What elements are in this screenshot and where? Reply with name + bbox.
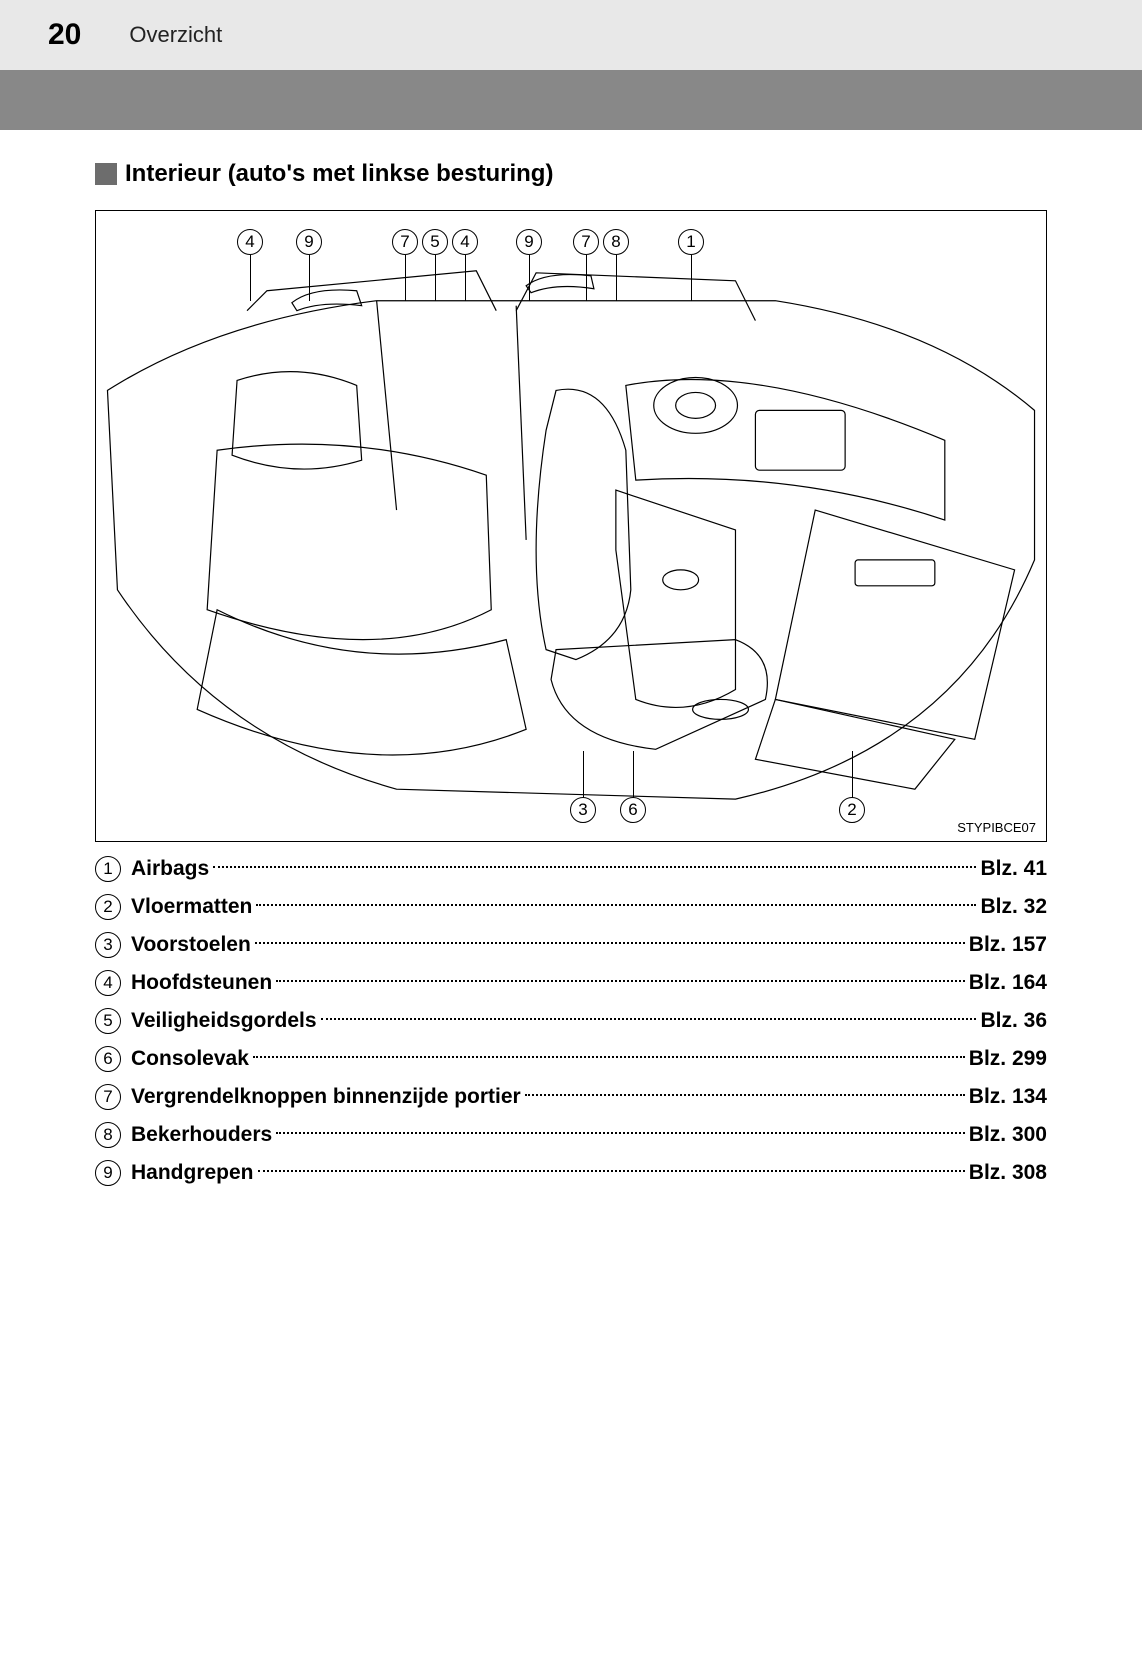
dot-leader bbox=[321, 1018, 977, 1020]
leader-line bbox=[250, 255, 251, 301]
reference-number: 9 bbox=[95, 1160, 121, 1186]
leader-line bbox=[583, 751, 584, 799]
reference-page: Blz. 157 bbox=[969, 933, 1047, 957]
leader-line bbox=[616, 255, 617, 301]
reference-row: 9 Handgrepen Blz. 308 bbox=[95, 1160, 1047, 1186]
leader-line bbox=[405, 255, 406, 301]
callout-number: 2 bbox=[839, 797, 865, 823]
dot-leader bbox=[253, 1056, 965, 1058]
callout-top: 9 bbox=[516, 229, 542, 255]
callout-number: 3 bbox=[570, 797, 596, 823]
reference-row: 6 Consolevak Blz. 299 bbox=[95, 1046, 1047, 1072]
reference-row: 8 Bekerhouders Blz. 300 bbox=[95, 1122, 1047, 1148]
reference-page: Blz. 308 bbox=[969, 1161, 1047, 1185]
callout-number: 7 bbox=[573, 229, 599, 255]
image-code: STYPIBCE07 bbox=[957, 820, 1036, 835]
dot-leader bbox=[258, 1170, 965, 1172]
callout-number: 8 bbox=[603, 229, 629, 255]
callout-top: 7 bbox=[573, 229, 599, 255]
callout-number: 5 bbox=[422, 229, 448, 255]
reference-number: 1 bbox=[95, 856, 121, 882]
dot-leader bbox=[276, 1132, 965, 1134]
dot-leader bbox=[276, 980, 965, 982]
leader-line bbox=[633, 751, 634, 799]
reference-number: 8 bbox=[95, 1122, 121, 1148]
page-number: 20 bbox=[48, 18, 81, 52]
reference-row: 7 Vergrendelknoppen binnenzijde portier Bl… bbox=[95, 1084, 1047, 1110]
reference-row: 2 Vloermatten Blz. 32 bbox=[95, 894, 1047, 920]
reference-list: 1 Airbags Blz. 41 2 Vloermatten Blz. 32 3 Voors… bbox=[95, 856, 1047, 1186]
callout-number: 9 bbox=[296, 229, 322, 255]
leader-line bbox=[852, 751, 853, 799]
reference-row: 3 Voorstoelen Blz. 157 bbox=[95, 932, 1047, 958]
callout-number: 6 bbox=[620, 797, 646, 823]
leader-line bbox=[435, 255, 436, 301]
reference-label: Airbags bbox=[131, 857, 209, 881]
callout-number: 1 bbox=[678, 229, 704, 255]
reference-number: 2 bbox=[95, 894, 121, 920]
grey-band bbox=[0, 70, 1142, 130]
reference-page: Blz. 36 bbox=[980, 1009, 1047, 1033]
car-interior-svg bbox=[96, 211, 1046, 841]
reference-number: 7 bbox=[95, 1084, 121, 1110]
dot-leader bbox=[525, 1094, 965, 1096]
reference-page: Blz. 300 bbox=[969, 1123, 1047, 1147]
dot-leader bbox=[256, 904, 976, 906]
callout-number: 7 bbox=[392, 229, 418, 255]
dot-leader bbox=[255, 942, 965, 944]
callout-number: 4 bbox=[452, 229, 478, 255]
heading-text: Interieur (auto's met linkse besturing) bbox=[125, 160, 553, 188]
callout-bottom: 3 bbox=[570, 797, 596, 823]
interior-diagram: STYPIBCE07 497549781362 bbox=[95, 210, 1047, 842]
reference-number: 3 bbox=[95, 932, 121, 958]
reference-page: Blz. 134 bbox=[969, 1085, 1047, 1109]
callout-top: 4 bbox=[237, 229, 263, 255]
leader-line bbox=[465, 255, 466, 301]
callout-top: 7 bbox=[392, 229, 418, 255]
reference-number: 5 bbox=[95, 1008, 121, 1034]
reference-row: 4 Hoofdsteunen Blz. 164 bbox=[95, 970, 1047, 996]
reference-row: 5 Veiligheidsgordels Blz. 36 bbox=[95, 1008, 1047, 1034]
callout-top: 8 bbox=[603, 229, 629, 255]
reference-row: 1 Airbags Blz. 41 bbox=[95, 856, 1047, 882]
reference-label: Veiligheidsgordels bbox=[131, 1009, 317, 1033]
heading-bullet-icon bbox=[95, 163, 117, 185]
reference-label: Handgrepen bbox=[131, 1161, 254, 1185]
callout-top: 9 bbox=[296, 229, 322, 255]
leader-line bbox=[586, 255, 587, 301]
reference-page: Blz. 299 bbox=[969, 1047, 1047, 1071]
reference-page: Blz. 32 bbox=[980, 895, 1047, 919]
callout-number: 9 bbox=[516, 229, 542, 255]
reference-page: Blz. 164 bbox=[969, 971, 1047, 995]
reference-label: Voorstoelen bbox=[131, 933, 251, 957]
reference-label: Hoofdsteunen bbox=[131, 971, 272, 995]
reference-label: Consolevak bbox=[131, 1047, 249, 1071]
reference-label: Bekerhouders bbox=[131, 1123, 272, 1147]
reference-label: Vergrendelknoppen binnenzijde portier bbox=[131, 1085, 521, 1109]
dot-leader bbox=[213, 866, 976, 868]
reference-number: 6 bbox=[95, 1046, 121, 1072]
subheading: Interieur (auto's met linkse besturing) bbox=[95, 160, 1047, 188]
callout-bottom: 6 bbox=[620, 797, 646, 823]
reference-label: Vloermatten bbox=[131, 895, 252, 919]
content-area: Interieur (auto's met linkse besturing) bbox=[0, 130, 1142, 1186]
leader-line bbox=[529, 255, 530, 301]
leader-line bbox=[691, 255, 692, 301]
page-header: 20 Overzicht bbox=[0, 0, 1142, 70]
callout-top: 1 bbox=[678, 229, 704, 255]
reference-page: Blz. 41 bbox=[980, 857, 1047, 881]
callout-bottom: 2 bbox=[839, 797, 865, 823]
callout-top: 5 bbox=[422, 229, 448, 255]
reference-number: 4 bbox=[95, 970, 121, 996]
callout-number: 4 bbox=[237, 229, 263, 255]
leader-line bbox=[309, 255, 310, 301]
callout-top: 4 bbox=[452, 229, 478, 255]
section-name: Overzicht bbox=[129, 22, 222, 48]
